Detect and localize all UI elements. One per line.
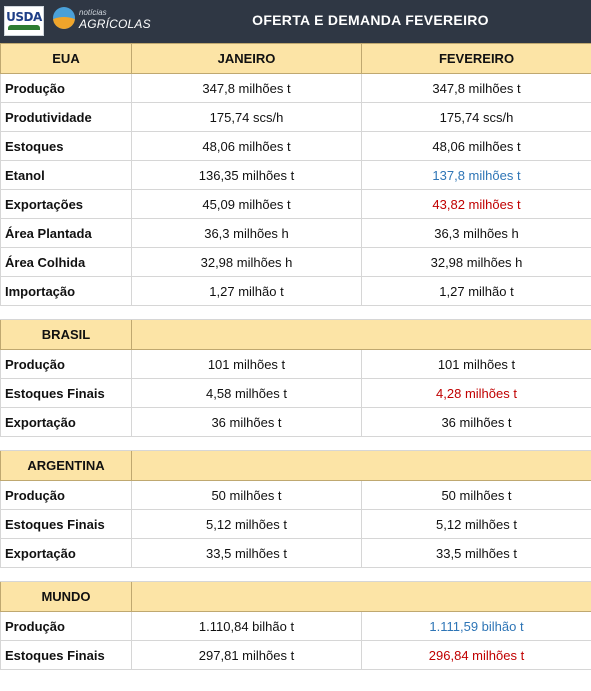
janeiro-value: 50 milhões t	[131, 480, 362, 510]
column-header-janeiro: JANEIRO	[131, 43, 362, 74]
row-label: Etanol	[0, 160, 132, 190]
section-spacer	[0, 567, 591, 582]
table-row: Área Plantada 36,3 milhões h 36,3 milhões …	[0, 218, 591, 248]
fevereiro-value: 36 milhões t	[361, 407, 591, 437]
row-label: Produção	[0, 73, 132, 103]
row-label: Exportação	[0, 538, 132, 568]
fevereiro-value: 101 milhões t	[361, 349, 591, 379]
janeiro-value: 347,8 milhões t	[131, 73, 362, 103]
table-row: Etanol 136,35 milhões t 137,8 milhões t	[0, 160, 591, 190]
table-row: Produção 101 milhões t 101 milhões t	[0, 349, 591, 379]
row-label: Produção	[0, 611, 132, 641]
section-spacer-cell	[0, 305, 591, 320]
janeiro-value: 36,3 milhões h	[131, 218, 362, 248]
table-row: Importação 1,27 milhão t 1,27 milhão t	[0, 276, 591, 306]
fevereiro-value: 1.111,59 bilhão t	[361, 611, 591, 641]
janeiro-value: 36 milhões t	[131, 407, 362, 437]
janeiro-value: 1.110,84 bilhão t	[131, 611, 362, 641]
globe-icon	[53, 7, 75, 29]
row-label: Produtividade	[0, 102, 132, 132]
section-spacer-cell	[0, 567, 591, 582]
janeiro-value: 5,12 milhões t	[131, 509, 362, 539]
row-label: Área Colhida	[0, 247, 132, 277]
table-row: Exportação 33,5 milhões t 33,5 milhões t	[0, 538, 591, 568]
janeiro-value: 32,98 milhões h	[131, 247, 362, 277]
table-row: Área Colhida 32,98 milhões h 32,98 milhões…	[0, 247, 591, 277]
table-row: Exportações 45,09 milhões t 43,82 milhões …	[0, 189, 591, 219]
table-row: Exportação 36 milhões t 36 milhões t	[0, 407, 591, 437]
fevereiro-value: 347,8 milhões t	[361, 73, 591, 103]
table-row: Produção 1.110,84 bilhão t 1.111,59 bilhão…	[0, 611, 591, 641]
janeiro-value: 297,81 milhões t	[131, 640, 362, 670]
noticias-agricolas-logo-big: AGRÍCOLAS	[79, 17, 151, 31]
row-label: Estoques Finais	[0, 509, 132, 539]
fevereiro-value: 33,5 milhões t	[361, 538, 591, 568]
janeiro-value: 1,27 milhão t	[131, 276, 362, 306]
janeiro-value: 175,74 scs/h	[131, 102, 362, 132]
section-spacer	[0, 305, 591, 320]
section-header-mundo: MUNDO	[0, 581, 591, 612]
report-header: USDA notícias AGRÍCOLAS OFERTA E DEMANDA…	[0, 0, 591, 43]
page-title: OFERTA E DEMANDA FEVEREIRO	[252, 12, 489, 28]
fevereiro-value: 175,74 scs/h	[361, 102, 591, 132]
section-title-brasil: BRASIL	[0, 319, 132, 350]
section-title-argentina: ARGENTINA	[0, 450, 132, 481]
fevereiro-value: 4,28 milhões t	[361, 378, 591, 408]
fevereiro-value: 48,06 milhões t	[361, 131, 591, 161]
section-spacer	[0, 436, 591, 451]
column-header-fevereiro: FEVEREIRO	[361, 43, 591, 74]
row-label: Exportação	[0, 407, 132, 437]
section-title-eua: EUA	[0, 43, 132, 74]
section-header-blank	[131, 581, 591, 612]
noticias-agricolas-logo-small: notícias	[79, 8, 107, 17]
fevereiro-value: 50 milhões t	[361, 480, 591, 510]
fevereiro-value: 5,12 milhões t	[361, 509, 591, 539]
row-label: Estoques Finais	[0, 640, 132, 670]
row-label: Área Plantada	[0, 218, 132, 248]
table-row: Produtividade 175,74 scs/h 175,74 scs/h	[0, 102, 591, 132]
janeiro-value: 45,09 milhões t	[131, 189, 362, 219]
fevereiro-value: 137,8 milhões t	[361, 160, 591, 190]
section-header-blank	[131, 450, 591, 481]
section-header-argentina: ARGENTINA	[0, 450, 591, 481]
janeiro-value: 48,06 milhões t	[131, 131, 362, 161]
table-row: Estoques Finais 297,81 milhões t 296,84 mi…	[0, 640, 591, 670]
section-header-eua: EUA JANEIRO FEVEREIRO	[0, 43, 591, 74]
table-row: Produção 50 milhões t 50 milhões t	[0, 480, 591, 510]
fevereiro-value: 296,84 milhões t	[361, 640, 591, 670]
fevereiro-value: 36,3 milhões h	[361, 218, 591, 248]
row-label: Importação	[0, 276, 132, 306]
row-label: Exportações	[0, 189, 132, 219]
section-header-blank	[131, 319, 591, 350]
section-title-mundo: MUNDO	[0, 581, 132, 612]
usda-logo-text: USDA	[6, 10, 42, 24]
janeiro-value: 33,5 milhões t	[131, 538, 362, 568]
section-header-brasil: BRASIL	[0, 319, 591, 350]
fevereiro-value: 1,27 milhão t	[361, 276, 591, 306]
noticias-agricolas-logo: notícias AGRÍCOLAS	[53, 7, 151, 35]
table-row: Estoques Finais 4,58 milhões t 4,28 milhõe…	[0, 378, 591, 408]
section-spacer-cell	[0, 436, 591, 451]
row-label: Produção	[0, 480, 132, 510]
usda-logo-hill-icon	[8, 25, 40, 30]
janeiro-value: 136,35 milhões t	[131, 160, 362, 190]
fevereiro-value: 43,82 milhões t	[361, 189, 591, 219]
janeiro-value: 4,58 milhões t	[131, 378, 362, 408]
row-label: Estoques Finais	[0, 378, 132, 408]
table-row: Estoques Finais 5,12 milhões t 5,12 milhõe…	[0, 509, 591, 539]
row-label: Produção	[0, 349, 132, 379]
supply-demand-table: EUA JANEIRO FEVEREIRO Produção 347,8 milhões…	[0, 43, 591, 670]
table-row: Estoques 48,06 milhões t 48,06 milhões t	[0, 131, 591, 161]
usda-logo: USDA	[4, 6, 44, 36]
table-row: Produção 347,8 milhões t 347,8 milhões t	[0, 73, 591, 103]
janeiro-value: 101 milhões t	[131, 349, 362, 379]
row-label: Estoques	[0, 131, 132, 161]
fevereiro-value: 32,98 milhões h	[361, 247, 591, 277]
